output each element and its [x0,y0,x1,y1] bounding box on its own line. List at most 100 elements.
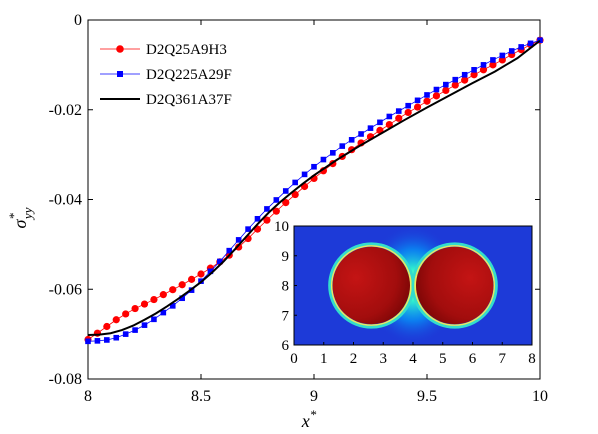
data-point [245,226,251,232]
inset-x-tick-label: 5 [439,351,447,367]
particle [415,246,494,325]
y-tick-label: 0 [74,12,82,29]
x-axis-label-base: x [301,411,310,431]
y-axis-label-sub: yy [20,207,35,221]
particle [332,246,411,325]
data-point [424,92,430,98]
data-point [423,97,431,105]
data-point [348,137,355,143]
data-point [471,67,477,73]
inset-axis-ticks: 0 1 2 3 4 5 6 7 8 6 7 8 9 10 [274,219,536,367]
data-point [405,102,411,109]
inset-heatmap: 0 1 2 3 4 5 6 7 8 6 7 8 9 10 [274,219,536,367]
data-point [112,316,120,324]
y-tick-label: -0.02 [49,102,82,119]
main-axis-ticks: 8 8.5 9 9.5 10-0.08-0.06-0.04-0.020 [49,12,548,405]
legend: D2Q25A9H3 D2Q225A29F D2Q361A37F [95,33,273,113]
data-point [432,92,441,100]
legend-entry: D2Q361A37F [100,92,232,108]
data-point [264,206,270,212]
data-point [367,125,374,131]
data-point [413,103,422,111]
inset-y-tick-label: 10 [274,219,289,235]
data-point [217,258,223,265]
x-tick-label: 10 [532,388,548,405]
data-point [104,337,110,343]
x-tick-label: 9 [310,388,318,405]
data-point [339,143,346,149]
x-axis-label: x* [301,407,317,431]
legend-label: D2Q225A29F [146,67,232,83]
data-point [103,322,111,331]
data-point [132,327,138,333]
data-point [480,62,487,68]
data-point [151,316,157,323]
data-point [197,270,205,278]
inset-x-tick-label: 4 [409,351,417,367]
data-point [490,57,496,63]
data-point [291,190,299,199]
inset-y-tick-label: 8 [282,279,290,295]
data-point [113,334,120,341]
legend-marker [116,45,124,53]
x-tick-label: 9.5 [417,388,437,405]
data-point [470,71,478,79]
data-point [414,97,421,104]
x-tick-label: 8.5 [191,388,211,405]
data-point [131,304,139,313]
data-point [85,338,91,345]
data-point [169,303,176,309]
data-point [301,171,308,178]
data-point [272,207,280,215]
data-point [452,76,459,83]
data-point [479,66,488,74]
series-D2Q361A37F [87,39,541,337]
data-point [140,300,149,308]
y-axis-label: σ*yy [6,207,35,228]
data-point [451,81,459,89]
data-point [442,86,450,95]
legend-marker [117,71,123,77]
data-point [282,188,289,194]
data-point [330,150,336,156]
particle-rim [411,242,498,329]
data-point [292,179,298,186]
y-tick-label: -0.08 [49,371,82,388]
inset-x-tick-label: 1 [320,351,328,367]
data-point [395,108,402,114]
data-point [508,48,515,54]
inset-x-tick-label: 6 [469,351,477,367]
data-point [207,268,214,275]
data-point [433,86,440,93]
x-axis-label-sup: * [310,407,317,422]
data-point [122,331,129,337]
series-D2Q225A29F [85,37,543,345]
data-point [377,119,383,126]
data-point [320,156,327,163]
y-axis-label-base: σ [10,218,30,228]
data-point [527,40,534,47]
data-point [178,281,186,289]
data-point [159,291,167,299]
particle-edge [414,245,496,326]
main-series-group [84,36,544,345]
data-point [395,114,403,122]
data-point [169,286,177,294]
data-point [537,37,543,43]
inset-y-tick-label: 9 [282,249,290,265]
inset-x-tick-label: 2 [350,351,358,367]
data-point [404,108,412,117]
data-point [461,76,469,84]
data-point [443,81,449,88]
data-point [141,322,148,328]
data-point [187,275,196,283]
inset-x-tick-label: 8 [528,351,536,367]
inset-x-tick-label: 7 [499,351,507,367]
y-axis-label-sup: * [6,213,21,220]
data-point [518,44,524,50]
inset-x-tick-label: 3 [380,351,388,367]
inset-y-tick-label: 6 [282,338,290,354]
data-point [94,338,101,344]
data-point [122,310,130,318]
